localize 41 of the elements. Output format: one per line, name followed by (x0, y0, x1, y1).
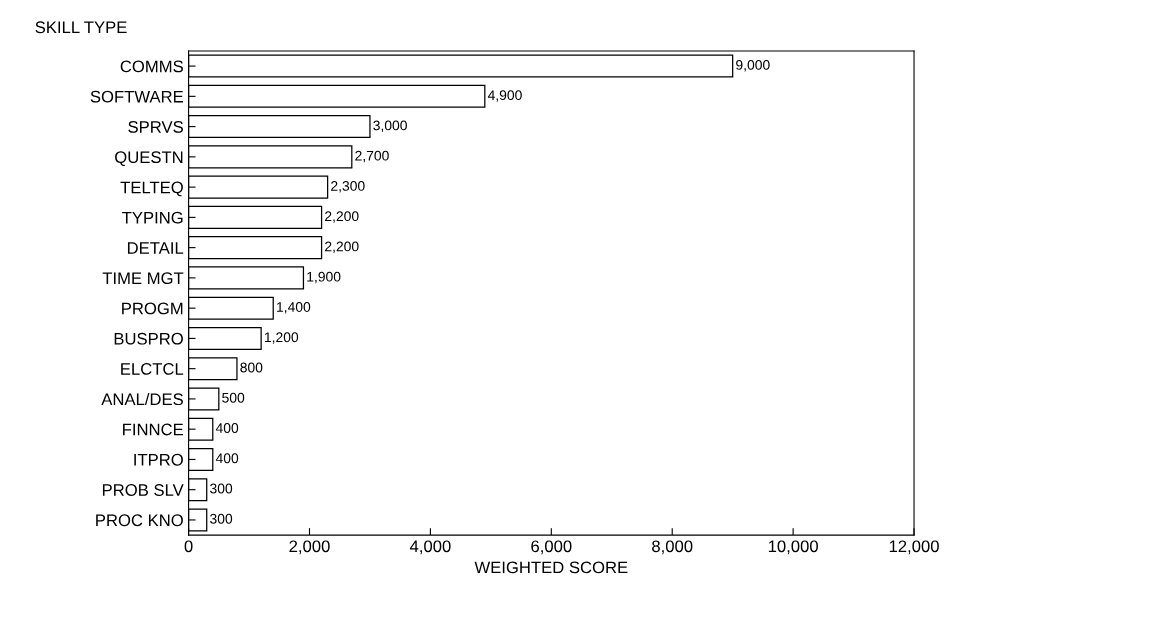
y-tick-label: SOFTWARE (90, 90, 184, 103)
data-label: 1,200 (264, 332, 299, 344)
x-tick-label: 2,000 (289, 540, 330, 555)
x-tick-label: 0 (184, 540, 193, 553)
data-label: 300 (210, 483, 233, 494)
x-tick-label: 4,000 (409, 540, 451, 555)
x-tick-label: 12,000 (889, 540, 939, 555)
data-label: 1,900 (307, 271, 341, 284)
data-label: 400 (215, 453, 239, 464)
data-label: 2,200 (325, 241, 359, 253)
x-tick-label: 6,000 (531, 540, 572, 555)
y-tick-label: TIME MGT (102, 272, 184, 285)
data-label: 4,900 (487, 90, 522, 102)
y-tick-label: PROB SLV (102, 484, 184, 496)
y-tick-label: ITPRO (134, 453, 183, 466)
data-label: 500 (222, 392, 245, 403)
y-tick-label: COMMS (120, 60, 183, 73)
y-tick-label: PROC KNO (96, 514, 183, 527)
y-axis-title: SKILL TYPE (35, 21, 127, 34)
y-tick-label: FINNCE (123, 423, 184, 436)
data-label: 9,000 (736, 59, 770, 72)
x-axis-title: WEIGHTED SCORE (474, 561, 628, 574)
data-label: 2,200 (325, 211, 359, 223)
data-label: 1,400 (277, 302, 311, 314)
data-label: 400 (215, 423, 239, 433)
data-label: 2,700 (355, 150, 389, 163)
y-tick-label: ANAL/DES (101, 392, 183, 406)
data-label: 800 (240, 362, 263, 373)
x-tick-label: 10,000 (768, 540, 818, 555)
y-tick-label: TYPING (122, 211, 183, 224)
y-tick-label: ELCTCL (121, 363, 184, 375)
y-tick-label: TELTEQ (120, 181, 183, 197)
data-label: 3,000 (373, 120, 407, 132)
y-tick-label: SPRVS (128, 121, 183, 133)
data-label: 2,300 (331, 181, 365, 193)
y-tick-label: DETAIL (127, 242, 184, 254)
x-tick-label: 8,000 (652, 540, 693, 555)
y-tick-label: BUSPRO (114, 332, 183, 345)
data-label: 300 (210, 513, 233, 524)
y-tick-label: QUESTN (115, 151, 183, 167)
y-tick-label: PROGM (122, 302, 183, 315)
